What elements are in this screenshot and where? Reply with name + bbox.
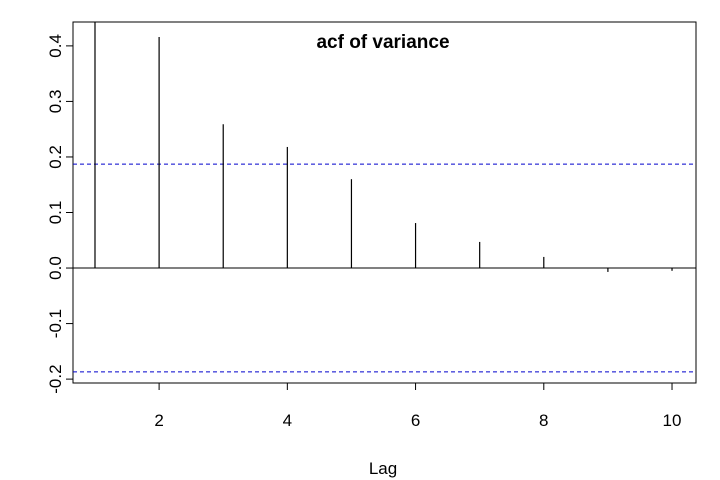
y-tick-label: 0.4 <box>46 34 65 58</box>
x-axis-label: Lag <box>369 459 397 478</box>
x-tick-label: 2 <box>154 411 163 430</box>
x-tick-label: 6 <box>411 411 420 430</box>
plot-box <box>72 21 697 384</box>
plot-area <box>73 22 696 373</box>
y-tick-label: -0.2 <box>46 364 65 393</box>
x-tick-label: 10 <box>663 411 682 430</box>
x-tick-label: 4 <box>283 411 292 430</box>
y-tick-label: 0.1 <box>46 201 65 225</box>
y-tick-label: 0.3 <box>46 90 65 114</box>
y-tick-label: 0.2 <box>46 145 65 169</box>
chart-title: acf of variance <box>316 32 449 53</box>
x-tick-label: 8 <box>539 411 548 430</box>
y-tick-label: -0.1 <box>46 309 65 338</box>
y-tick-label: 0.0 <box>46 256 65 280</box>
